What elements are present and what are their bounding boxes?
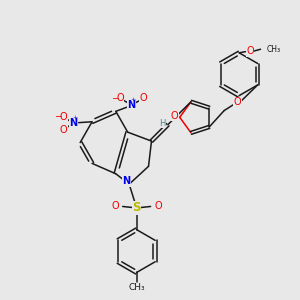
Text: O: O	[116, 93, 124, 103]
Text: −: −	[54, 112, 62, 121]
Text: O: O	[171, 111, 178, 121]
Text: N: N	[127, 100, 135, 110]
Text: O: O	[59, 112, 67, 122]
Text: H: H	[159, 119, 166, 128]
Text: O: O	[111, 202, 119, 212]
Text: O: O	[154, 202, 162, 212]
Text: +: +	[73, 116, 78, 120]
Text: N: N	[70, 118, 78, 128]
Text: CH₃: CH₃	[128, 284, 145, 292]
Text: −: −	[112, 93, 119, 102]
Text: O: O	[59, 125, 67, 135]
Text: CH₃: CH₃	[266, 45, 280, 54]
Text: O: O	[246, 46, 254, 56]
Text: +: +	[130, 97, 136, 102]
Text: S: S	[132, 202, 141, 214]
Text: N: N	[122, 176, 130, 186]
Text: O: O	[140, 93, 148, 103]
Text: O: O	[234, 97, 241, 107]
